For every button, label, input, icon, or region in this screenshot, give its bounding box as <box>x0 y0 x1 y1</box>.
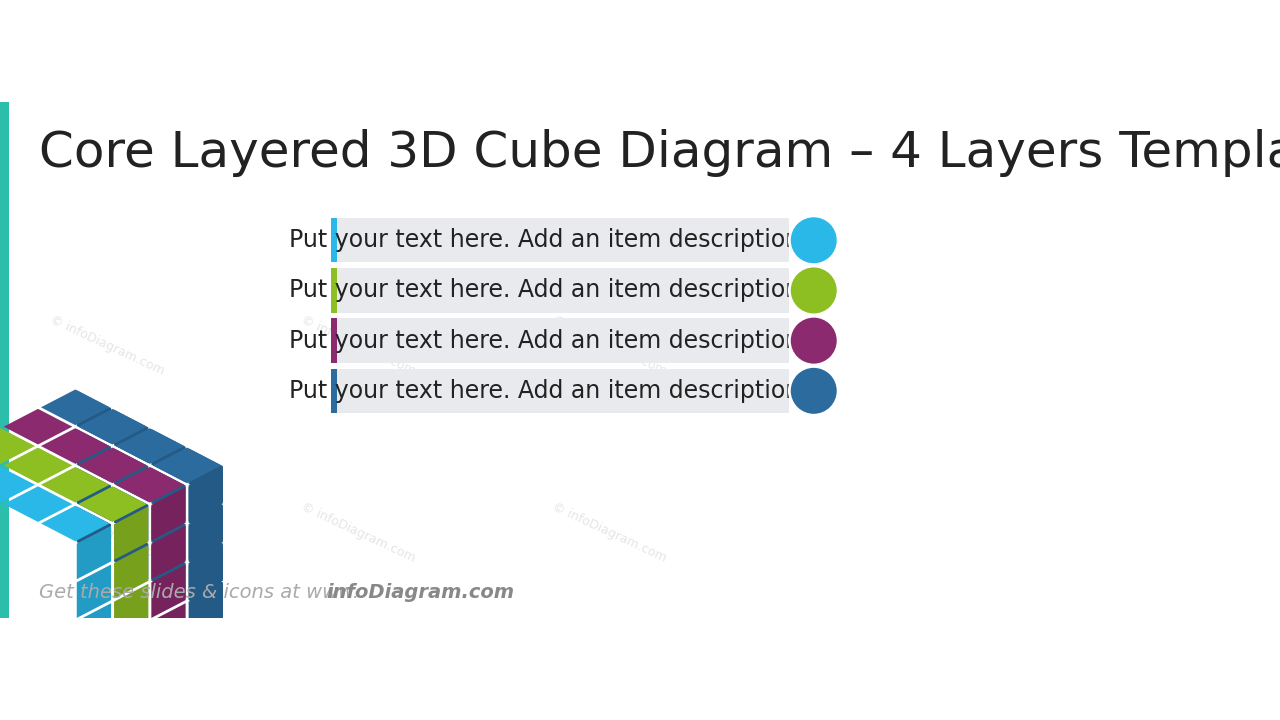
Polygon shape <box>78 448 147 483</box>
Text: Core Layered 3D Cube Diagram – 4 Layers Template: Core Layered 3D Cube Diagram – 4 Layers … <box>40 129 1280 177</box>
Polygon shape <box>78 486 147 522</box>
Polygon shape <box>115 428 184 464</box>
Text: Put your text here. Add an item description.: Put your text here. Add an item descript… <box>289 379 808 402</box>
Polygon shape <box>151 487 186 541</box>
Polygon shape <box>4 448 72 483</box>
Polygon shape <box>114 623 148 676</box>
FancyBboxPatch shape <box>337 318 788 363</box>
Polygon shape <box>77 526 111 579</box>
Polygon shape <box>152 448 221 483</box>
Polygon shape <box>77 603 111 657</box>
Polygon shape <box>188 584 223 637</box>
Polygon shape <box>41 390 110 425</box>
FancyBboxPatch shape <box>337 269 788 312</box>
Circle shape <box>790 216 838 265</box>
Circle shape <box>790 316 838 365</box>
Polygon shape <box>78 409 147 444</box>
Polygon shape <box>77 506 111 560</box>
FancyBboxPatch shape <box>332 369 337 413</box>
Polygon shape <box>4 486 72 522</box>
Polygon shape <box>188 545 223 598</box>
Polygon shape <box>188 449 223 502</box>
Polygon shape <box>77 429 111 482</box>
Text: © infoDiagram.com: © infoDiagram.com <box>550 500 668 564</box>
FancyBboxPatch shape <box>0 102 9 618</box>
Polygon shape <box>41 467 110 503</box>
FancyBboxPatch shape <box>9 102 918 618</box>
Polygon shape <box>115 467 184 503</box>
Polygon shape <box>151 545 186 598</box>
Text: infoDiagram.com: infoDiagram.com <box>326 583 515 603</box>
Polygon shape <box>77 468 111 521</box>
FancyBboxPatch shape <box>337 218 788 263</box>
Polygon shape <box>151 526 186 579</box>
Polygon shape <box>151 468 186 521</box>
Circle shape <box>790 266 838 315</box>
Polygon shape <box>77 390 111 444</box>
Text: Put your text here. Add an item description.: Put your text here. Add an item descript… <box>289 228 808 252</box>
Text: © infoDiagram.com: © infoDiagram.com <box>49 313 166 378</box>
Polygon shape <box>114 584 148 637</box>
Text: Get these slides & icons at www.: Get these slides & icons at www. <box>40 583 360 603</box>
Polygon shape <box>188 487 223 541</box>
Polygon shape <box>114 526 148 579</box>
Polygon shape <box>151 506 186 560</box>
Text: © infoDiagram.com: © infoDiagram.com <box>300 313 417 378</box>
Polygon shape <box>114 487 148 541</box>
Text: Put your text here. Add an item description.: Put your text here. Add an item descript… <box>289 328 808 353</box>
Polygon shape <box>4 409 72 444</box>
Polygon shape <box>0 467 35 503</box>
Polygon shape <box>151 603 186 657</box>
FancyBboxPatch shape <box>332 218 337 263</box>
Text: © infoDiagram.com: © infoDiagram.com <box>49 500 166 564</box>
Polygon shape <box>188 564 223 618</box>
Circle shape <box>790 366 838 415</box>
Polygon shape <box>188 468 223 521</box>
Polygon shape <box>0 428 35 464</box>
Polygon shape <box>41 505 110 541</box>
Polygon shape <box>188 506 223 560</box>
Polygon shape <box>151 429 186 482</box>
Polygon shape <box>77 642 111 696</box>
Text: © infoDiagram.com: © infoDiagram.com <box>550 313 668 378</box>
FancyBboxPatch shape <box>332 269 337 312</box>
Text: © infoDiagram.com: © infoDiagram.com <box>300 500 417 564</box>
Text: Put your text here. Add an item description.: Put your text here. Add an item descript… <box>289 279 808 302</box>
Polygon shape <box>188 526 223 579</box>
Polygon shape <box>114 506 148 560</box>
Polygon shape <box>114 545 148 598</box>
FancyBboxPatch shape <box>332 318 337 363</box>
Polygon shape <box>114 449 148 502</box>
FancyBboxPatch shape <box>337 369 788 413</box>
Polygon shape <box>41 428 110 464</box>
Polygon shape <box>114 410 148 463</box>
Polygon shape <box>151 564 186 618</box>
Polygon shape <box>77 564 111 618</box>
